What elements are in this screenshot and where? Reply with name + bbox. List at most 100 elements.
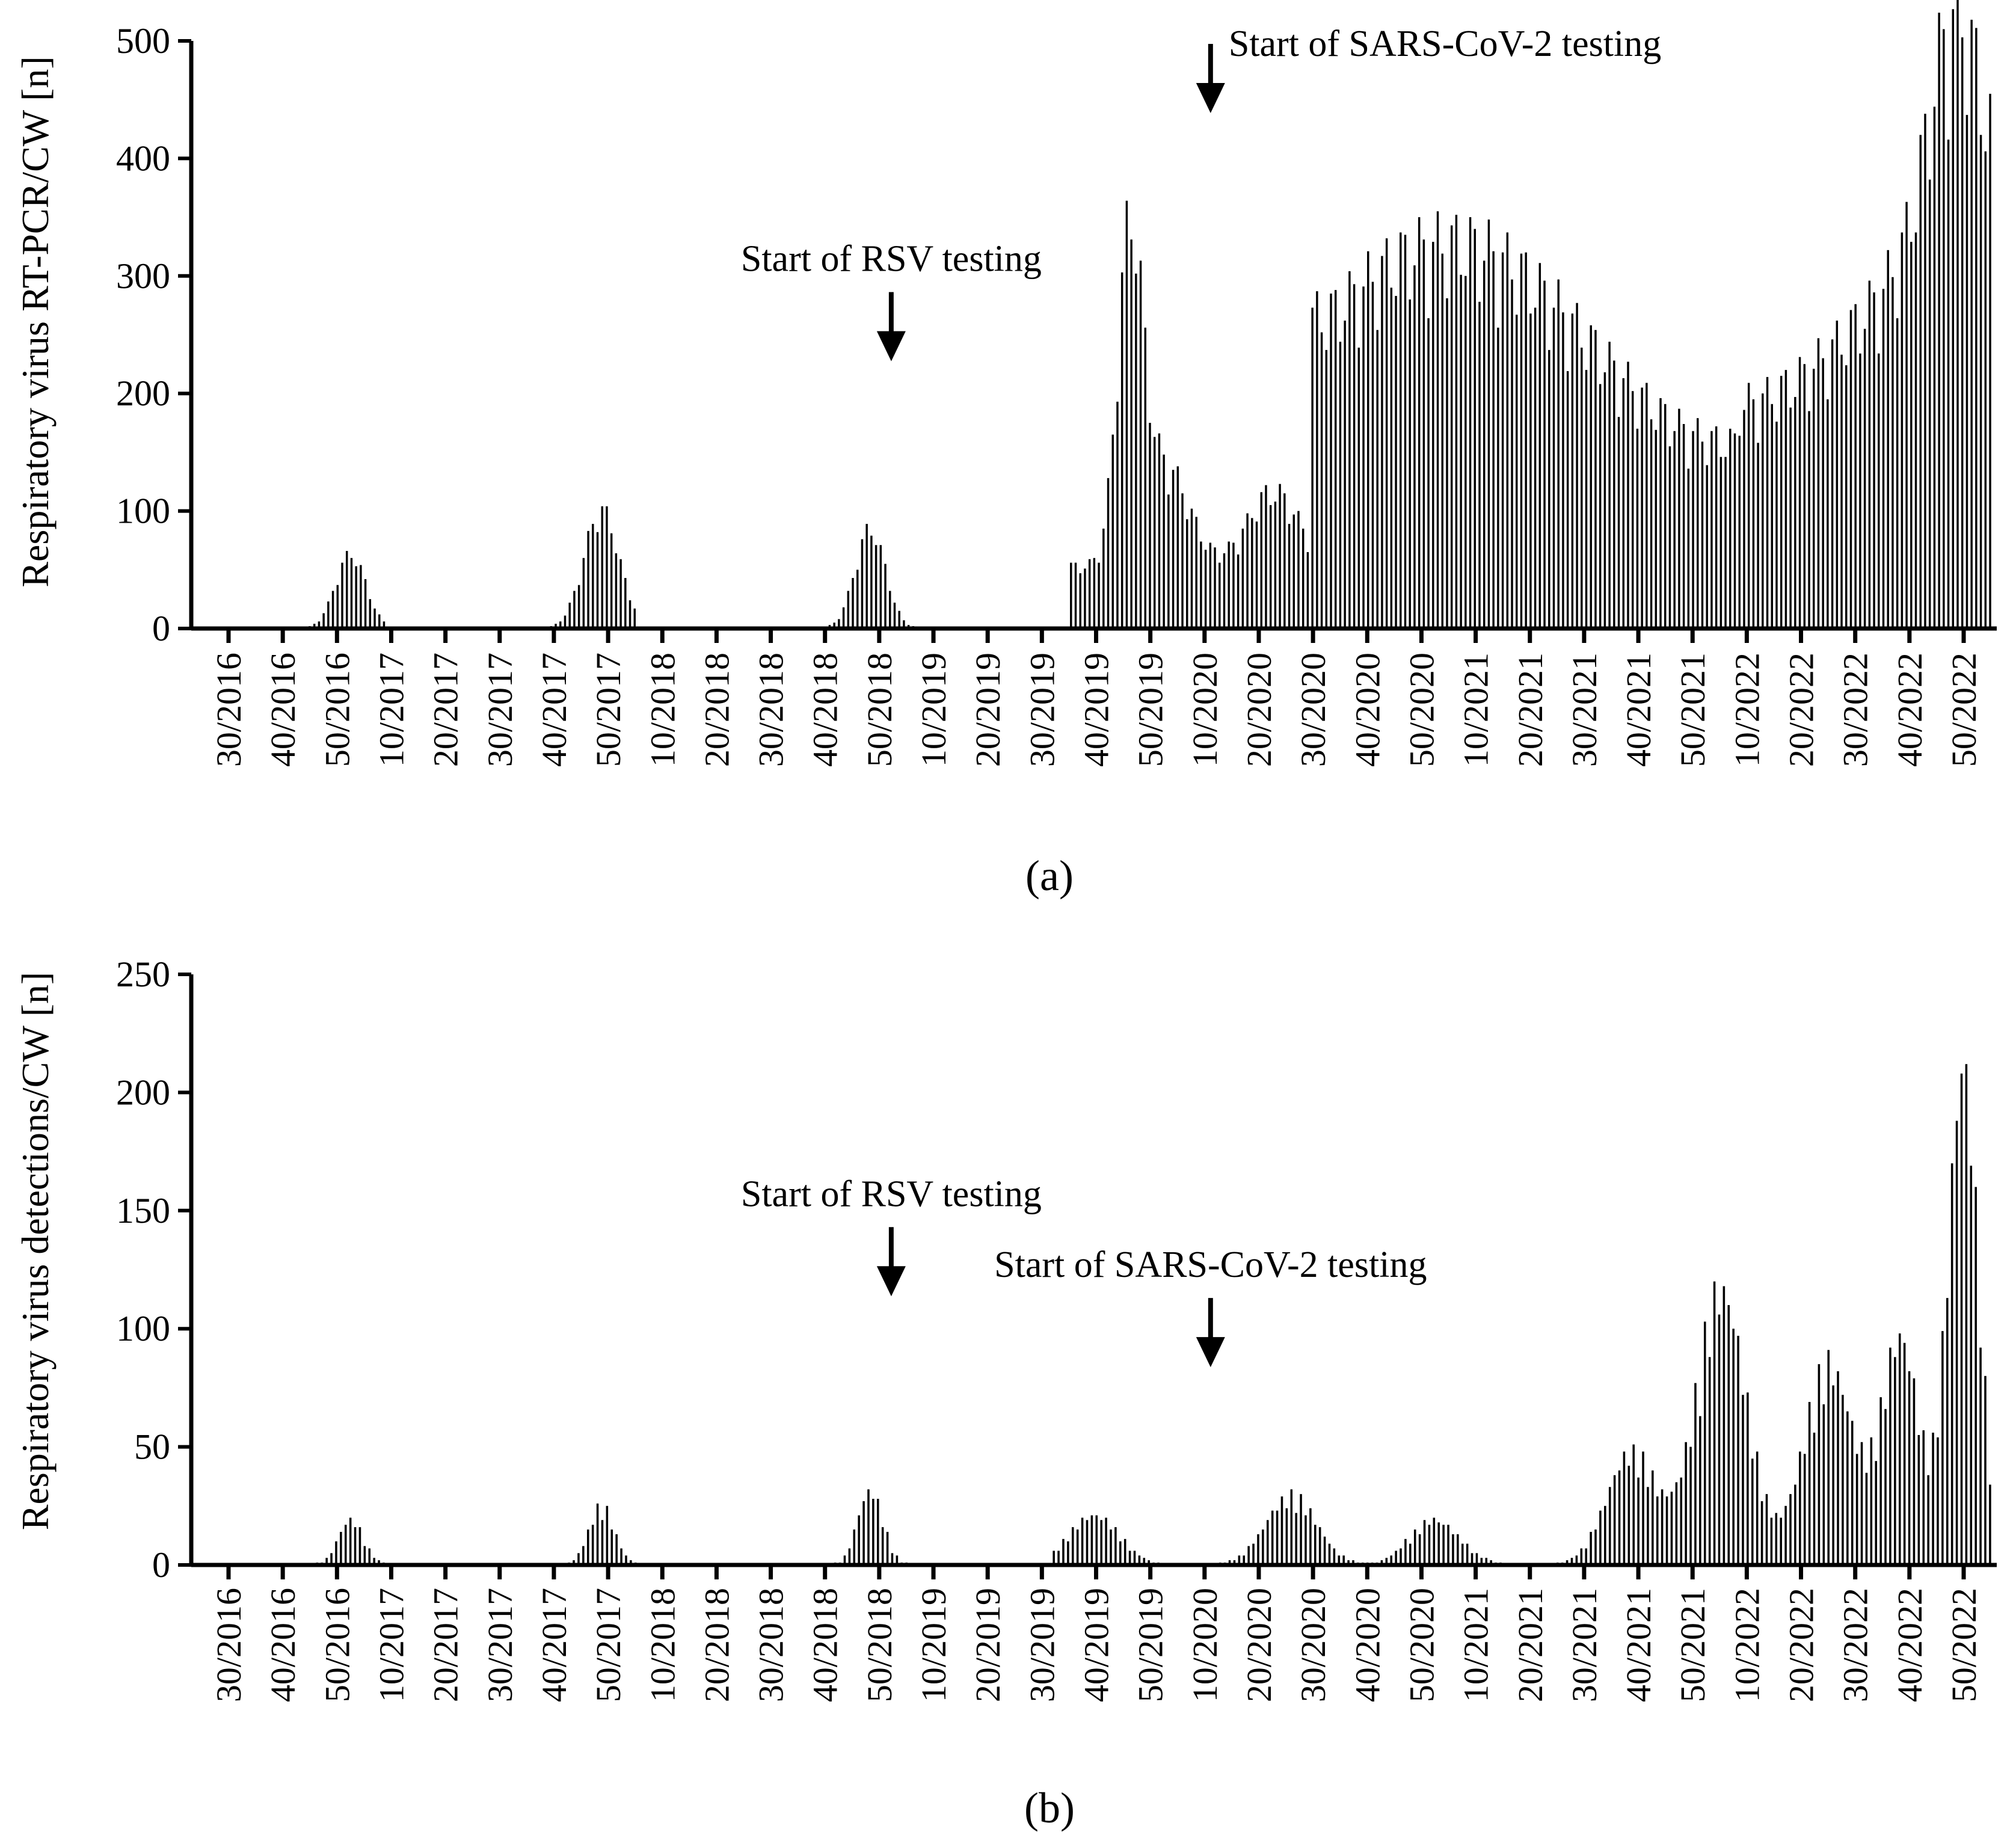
bar bbox=[1418, 217, 1421, 629]
bar bbox=[1708, 1357, 1711, 1565]
y-tick-label: 300 bbox=[116, 256, 170, 296]
bar bbox=[1290, 1489, 1293, 1565]
bar bbox=[628, 600, 632, 629]
y-tick-label: 400 bbox=[116, 138, 170, 178]
bar bbox=[1789, 1494, 1792, 1565]
bar bbox=[838, 619, 840, 629]
bar bbox=[1243, 1555, 1246, 1565]
bar bbox=[1703, 1321, 1706, 1565]
annotation-sars-arrowhead bbox=[1196, 1337, 1225, 1368]
x-tick-label: 40/2016 bbox=[263, 1588, 303, 1702]
bar bbox=[1255, 521, 1258, 629]
bar bbox=[1808, 411, 1810, 629]
bar bbox=[1896, 318, 1899, 629]
bar bbox=[1309, 1508, 1312, 1565]
bar bbox=[1471, 1553, 1474, 1565]
bar bbox=[1057, 1551, 1060, 1565]
bar bbox=[1130, 239, 1132, 629]
bar bbox=[327, 601, 330, 629]
bar bbox=[1659, 398, 1662, 629]
bar bbox=[872, 1499, 874, 1565]
x-tick-label: 10/2019 bbox=[914, 653, 953, 767]
bar bbox=[1697, 418, 1699, 629]
bar bbox=[1511, 279, 1513, 629]
bar bbox=[1608, 342, 1611, 629]
bar bbox=[1571, 313, 1574, 629]
bar bbox=[1757, 443, 1759, 629]
bar bbox=[564, 615, 567, 629]
bar bbox=[1817, 338, 1820, 629]
bar bbox=[354, 1527, 357, 1565]
bar bbox=[1673, 431, 1676, 629]
bar bbox=[349, 1517, 352, 1565]
bar bbox=[615, 553, 618, 629]
bar bbox=[1475, 1553, 1478, 1565]
bar bbox=[360, 565, 362, 629]
bar bbox=[1306, 552, 1309, 629]
annotations: Start of RSV testing Start of SARS-CoV-2… bbox=[741, 1173, 1427, 1368]
bar bbox=[1694, 1383, 1697, 1565]
x-tick-label: 30/2016 bbox=[209, 1588, 248, 1702]
x-axis-ticks: 30/2016 40/2016 50/2016 10/2017 20/2017 30/20… bbox=[209, 1565, 1984, 1702]
annotation-sars-label: Start of SARS-CoV-2 testing bbox=[1229, 23, 1661, 64]
bar bbox=[1732, 1329, 1735, 1565]
bar bbox=[1752, 399, 1755, 629]
bar bbox=[1914, 232, 1917, 629]
bar bbox=[1480, 1558, 1483, 1565]
bar bbox=[1288, 524, 1291, 629]
bar bbox=[1989, 1484, 1991, 1565]
bar bbox=[1738, 435, 1741, 629]
bar bbox=[1172, 470, 1175, 629]
bar bbox=[336, 585, 339, 629]
bar bbox=[1138, 1555, 1141, 1565]
bar bbox=[1723, 1286, 1726, 1565]
bar bbox=[1325, 349, 1328, 629]
y-tick-label: 500 bbox=[116, 21, 170, 61]
bar bbox=[1442, 1525, 1445, 1565]
bar bbox=[587, 530, 589, 629]
bar bbox=[1775, 422, 1778, 629]
bar bbox=[1599, 384, 1602, 629]
bar bbox=[1339, 342, 1342, 629]
bar bbox=[1794, 397, 1796, 629]
bar bbox=[1961, 37, 1964, 629]
bar bbox=[1771, 404, 1773, 629]
bar bbox=[1497, 327, 1499, 629]
bar bbox=[1710, 431, 1713, 629]
bar bbox=[1186, 519, 1188, 629]
bar bbox=[1200, 541, 1202, 629]
bar bbox=[1093, 558, 1096, 629]
bar bbox=[1699, 1416, 1701, 1565]
bar bbox=[858, 1515, 860, 1565]
bar bbox=[318, 621, 321, 629]
bar bbox=[1706, 465, 1708, 629]
bar bbox=[1780, 1517, 1782, 1565]
bar bbox=[1176, 466, 1179, 629]
x-tick-label: 30/2021 bbox=[1565, 653, 1604, 767]
bar bbox=[1501, 252, 1504, 629]
bar bbox=[1799, 1451, 1801, 1565]
bar bbox=[1436, 211, 1439, 629]
bar bbox=[606, 506, 608, 629]
bar bbox=[1675, 1482, 1678, 1565]
bar bbox=[1618, 1470, 1621, 1565]
y-tick-label: 100 bbox=[116, 491, 170, 531]
bar bbox=[1292, 514, 1295, 629]
bar bbox=[1457, 1534, 1459, 1565]
bar bbox=[903, 620, 905, 629]
bar bbox=[1715, 426, 1718, 629]
bar bbox=[610, 533, 613, 629]
bar bbox=[1594, 330, 1597, 629]
bar bbox=[1613, 1475, 1616, 1565]
x-tick-label: 20/2022 bbox=[1782, 653, 1821, 767]
bar bbox=[1652, 1470, 1654, 1565]
bar bbox=[1153, 437, 1156, 629]
bar bbox=[1557, 279, 1560, 629]
bar bbox=[1260, 492, 1262, 629]
x-tick-label: 50/2016 bbox=[318, 1588, 357, 1702]
bar bbox=[1123, 1538, 1126, 1565]
bar bbox=[1311, 307, 1314, 629]
x-tick-label: 10/2021 bbox=[1457, 653, 1496, 767]
bar bbox=[862, 1501, 865, 1565]
